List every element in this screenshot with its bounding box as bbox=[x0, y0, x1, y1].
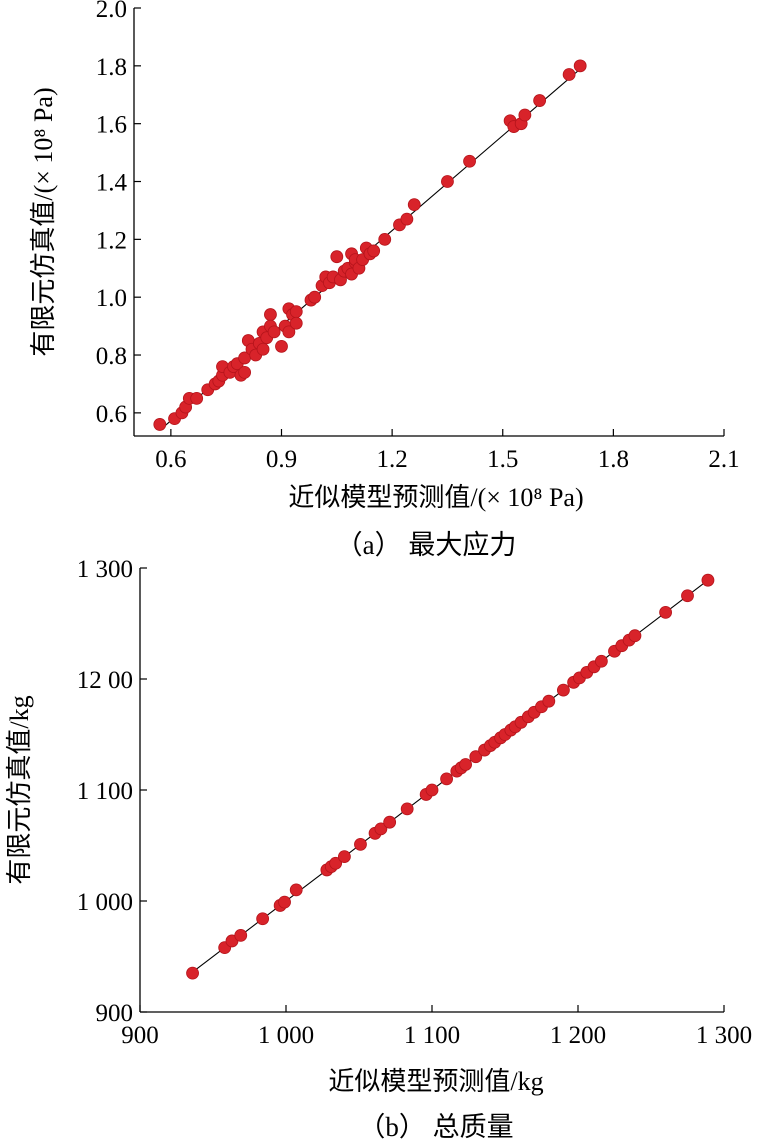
chart-b-data-point bbox=[186, 966, 199, 980]
chart-b-data-point bbox=[469, 750, 483, 764]
chart-total-mass: 900 1 000 1 100 1 200 1 300 900 1 000 1 100 12 … bbox=[5, 556, 752, 1142]
chart-b-ylabel: 有限元仿真值/kg bbox=[5, 695, 34, 884]
chart-a-ylabel: 有限元仿真值/(× 10⁸ Pa) bbox=[29, 87, 58, 356]
chart-b-caption: （b） 总质量 bbox=[358, 1112, 513, 1142]
chart-b-data-point bbox=[542, 694, 556, 708]
chart-b-ytick-label: 900 bbox=[96, 1000, 134, 1027]
chart-max-stress: 0.6 0.9 1.2 1.5 1.8 2.1 0.6 0.8 1.0 1.2 1.4 1.6 1.8… bbox=[29, 0, 740, 560]
chart-b-data-point bbox=[594, 654, 608, 668]
chart-b-xtick-label: 1 200 bbox=[550, 1022, 606, 1049]
chart-a-data-point bbox=[441, 175, 454, 188]
chart-b-data-point bbox=[659, 606, 672, 619]
chart-b-yticks: 900 1 000 1 100 12 00 1 300 bbox=[77, 556, 147, 1027]
chart-b-data-point bbox=[234, 929, 248, 942]
chart-b-data-point bbox=[337, 850, 351, 863]
chart-a-data-point bbox=[367, 244, 381, 258]
chart-b-data-point bbox=[681, 589, 694, 603]
chart-a-yticks: 0.6 0.8 1.0 1.2 1.4 1.6 1.8 2.0 bbox=[96, 0, 141, 428]
chart-a-xtick-label: 1.5 bbox=[487, 446, 518, 473]
chart-b-xtick-label: 900 bbox=[121, 1022, 159, 1049]
chart-b-data-point bbox=[628, 629, 642, 643]
chart-a-data-point bbox=[308, 290, 322, 304]
chart-a-data-point bbox=[264, 308, 277, 321]
chart-b-data-point bbox=[701, 573, 715, 587]
chart-b-data-point bbox=[256, 912, 270, 926]
chart-b-data-point bbox=[374, 822, 388, 836]
chart-a-ytick-label: 0.8 bbox=[96, 343, 127, 370]
chart-a-data-point bbox=[238, 365, 252, 379]
chart-a-data-point bbox=[518, 108, 532, 122]
chart-a-data-point bbox=[573, 59, 587, 73]
chart-a-ytick-label: 2.0 bbox=[96, 0, 127, 23]
chart-a-data-point bbox=[463, 154, 476, 168]
chart-b-ytick-label: 12 00 bbox=[77, 667, 133, 694]
chart-b-data-point bbox=[557, 683, 570, 697]
chart-a-data-point bbox=[407, 198, 421, 212]
chart-a-xtick-label: 0.9 bbox=[266, 446, 297, 473]
chart-b-points bbox=[186, 573, 715, 980]
chart-a-ytick-label: 1.0 bbox=[96, 285, 127, 312]
chart-b-xlabel: 近似模型预测值/kg bbox=[328, 1067, 543, 1096]
chart-a-ytick-label: 0.6 bbox=[96, 401, 127, 428]
chart-a-data-point bbox=[562, 68, 576, 81]
chart-a-data-point bbox=[289, 305, 303, 319]
chart-a-data-point bbox=[282, 325, 296, 339]
chart-a-ytick-label: 1.2 bbox=[96, 227, 127, 254]
chart-b-data-point bbox=[329, 856, 343, 870]
chart-a-data-point bbox=[400, 212, 414, 226]
chart-a-caption: （a） 最大应力 bbox=[336, 530, 517, 560]
chart-a-data-point bbox=[275, 339, 288, 353]
chart-b-data-point bbox=[400, 802, 414, 816]
chart-b-ytick-label: 1 000 bbox=[77, 889, 133, 916]
chart-b-data-point bbox=[289, 883, 303, 897]
chart-b-data-point bbox=[278, 895, 291, 909]
chart-b-ytick-label: 1 100 bbox=[77, 778, 133, 805]
chart-b-data-point bbox=[459, 758, 472, 771]
chart-a-data-point bbox=[190, 392, 204, 405]
chart-b-xtick-label: 1 000 bbox=[258, 1022, 314, 1049]
chart-a-points bbox=[153, 59, 587, 431]
chart-a-xlabel: 近似模型预测值/(× 10⁸ Pa) bbox=[288, 483, 583, 512]
chart-a-xtick-label: 1.2 bbox=[377, 446, 408, 473]
chart-a-ytick-label: 1.6 bbox=[96, 112, 127, 139]
chart-a-data-point bbox=[533, 94, 547, 107]
chart-b-data-point bbox=[425, 783, 439, 797]
chart-a-ytick-label: 1.4 bbox=[96, 170, 128, 197]
chart-a-axes bbox=[133, 8, 724, 437]
chart-a-xtick-label: 1.8 bbox=[598, 446, 629, 473]
chart-a-data-point bbox=[153, 418, 167, 431]
chart-b-data-point bbox=[440, 772, 454, 786]
chart-a-data-point bbox=[256, 342, 270, 356]
chart-a-data-point bbox=[330, 250, 344, 264]
chart-b-data-point bbox=[354, 837, 367, 851]
chart-a-xticks: 0.6 0.9 1.2 1.5 1.8 2.1 bbox=[155, 429, 740, 473]
chart-b-xtick-label: 1 100 bbox=[404, 1022, 460, 1049]
chart-a-data-point bbox=[378, 232, 392, 246]
chart-a-xtick-label: 2.1 bbox=[708, 446, 739, 473]
chart-a-ytick-label: 1.8 bbox=[96, 54, 127, 81]
chart-b-ytick-label: 1 300 bbox=[77, 556, 133, 583]
chart-a-data-point bbox=[267, 325, 281, 339]
chart-b-xtick-label: 1 300 bbox=[696, 1022, 752, 1049]
chart-b-xticks: 900 1 000 1 100 1 200 1 300 bbox=[121, 1005, 752, 1049]
chart-b-data-point bbox=[383, 815, 397, 829]
chart-a-xtick-label: 0.6 bbox=[155, 446, 186, 473]
chart-a-data-point bbox=[289, 316, 303, 330]
